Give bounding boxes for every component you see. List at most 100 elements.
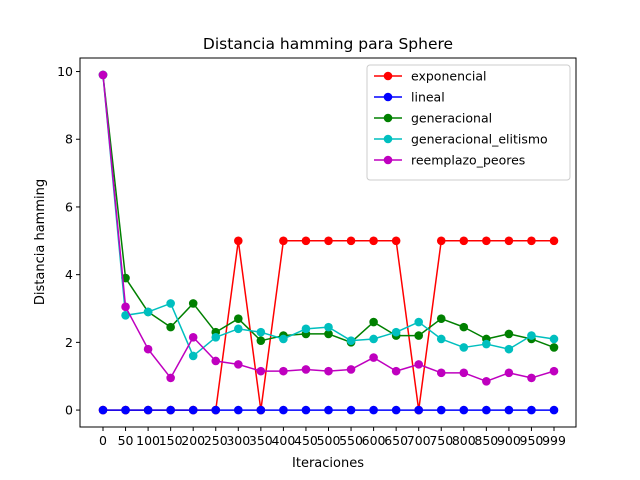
x-tick-label-999: 999	[542, 433, 566, 448]
x-tick-label-700: 700	[407, 433, 431, 448]
data-point-exponencial-650	[391, 236, 401, 246]
data-point-generacional_elitismo-500	[324, 322, 333, 332]
data-point-lineal-900	[504, 405, 514, 415]
data-point-reemplazo_peores-550	[346, 365, 356, 374]
data-point-generacional-200	[188, 299, 198, 308]
x-tick-label-500: 500	[317, 433, 341, 448]
data-point-reemplazo_peores-400	[279, 366, 288, 376]
data-point-exponencial-550	[346, 236, 356, 246]
legend-marker-exponencial	[383, 71, 393, 81]
legend-label-reemplazo_peores: reemplazo_peores	[411, 153, 525, 168]
legend-label-generacional: generacional	[411, 111, 492, 126]
data-point-exponencial-400	[279, 236, 288, 246]
data-point-lineal-250	[211, 405, 221, 415]
x-tick-label-150: 150	[159, 433, 183, 448]
data-point-exponencial-850	[482, 236, 491, 246]
data-point-lineal-300	[234, 405, 243, 415]
legend-marker-generacional	[383, 113, 393, 123]
data-point-reemplazo_peores-100	[143, 344, 153, 354]
legend-label-exponencial: exponencial	[411, 69, 486, 84]
data-point-lineal-700	[414, 405, 424, 415]
data-point-reemplazo_peores-850	[482, 376, 491, 386]
y-tick-label-6: 6	[65, 199, 73, 214]
data-point-lineal-0	[98, 405, 108, 415]
data-point-lineal-450	[301, 405, 311, 415]
data-point-lineal-50	[121, 405, 130, 415]
y-tick-label-0: 0	[65, 403, 73, 418]
data-point-lineal-800	[459, 405, 469, 415]
y-axis-title: Distancia hamming	[33, 179, 48, 305]
data-point-reemplazo_peores-150	[166, 373, 175, 383]
x-tick-label-750: 750	[429, 433, 453, 448]
legend-marker-lineal	[383, 92, 393, 102]
data-point-reemplazo_peores-300	[234, 360, 243, 369]
data-point-generacional_elitismo-300	[234, 324, 243, 334]
x-tick-label-600: 600	[362, 433, 386, 448]
data-point-generacional_elitismo-700	[414, 317, 424, 327]
data-point-generacional_elitismo-550	[346, 336, 356, 345]
x-tick-label-300: 300	[226, 433, 250, 448]
data-point-exponencial-950	[527, 236, 536, 246]
x-axis-title: Iteraciones	[292, 456, 364, 471]
data-point-lineal-400	[279, 405, 288, 415]
data-point-generacional_elitismo-750	[436, 334, 446, 344]
x-tick-label-100: 100	[136, 433, 160, 448]
data-point-reemplazo_peores-900	[504, 368, 514, 378]
data-point-generacional-500	[324, 329, 333, 339]
x-tick-label-900: 900	[497, 433, 521, 448]
data-point-generacional-150	[166, 322, 175, 332]
data-point-lineal-600	[369, 405, 378, 415]
data-point-generacional-350	[256, 336, 266, 345]
x-tick-label-50: 50	[118, 433, 134, 448]
x-tick-label-550: 550	[339, 433, 363, 448]
data-point-generacional-600	[369, 317, 378, 327]
data-point-reemplazo_peores-200	[188, 332, 198, 342]
data-point-generacional_elitismo-950	[527, 331, 536, 340]
data-point-reemplazo_peores-50	[121, 302, 130, 312]
legend-box	[366, 64, 571, 181]
data-point-reemplazo_peores-500	[324, 366, 333, 376]
legend-label-lineal: lineal	[411, 90, 445, 105]
data-point-exponencial-600	[369, 236, 378, 246]
x-tick-label-850: 850	[474, 433, 498, 448]
data-point-exponencial-800	[459, 236, 469, 246]
x-tick-label-0: 0	[99, 433, 107, 448]
data-point-reemplazo_peores-350	[256, 366, 266, 376]
data-point-generacional-700	[414, 331, 424, 340]
data-point-lineal-200	[188, 405, 198, 415]
data-point-generacional_elitismo-999	[549, 334, 559, 344]
data-point-lineal-750	[436, 405, 446, 415]
data-point-generacional_elitismo-800	[459, 343, 469, 352]
x-tick-label-400: 400	[271, 433, 295, 448]
data-point-generacional_elitismo-150	[166, 299, 175, 308]
data-point-lineal-850	[482, 405, 491, 415]
x-tick-label-200: 200	[181, 433, 205, 448]
data-point-reemplazo_peores-650	[391, 366, 401, 376]
y-tick-label-10: 10	[57, 64, 73, 79]
data-point-generacional-999	[549, 343, 559, 352]
x-tick-label-800: 800	[452, 433, 476, 448]
data-point-exponencial-900	[504, 236, 514, 246]
data-point-lineal-350	[256, 405, 266, 415]
data-point-reemplazo_peores-700	[414, 360, 424, 369]
x-tick-label-450: 450	[294, 433, 318, 448]
data-point-reemplazo_peores-800	[459, 368, 469, 378]
data-point-reemplazo_peores-600	[369, 353, 378, 362]
data-point-reemplazo_peores-750	[436, 368, 446, 378]
data-point-exponencial-300	[234, 236, 243, 246]
data-point-lineal-100	[143, 405, 153, 415]
x-tick-label-250: 250	[204, 433, 228, 448]
data-point-generacional_elitismo-900	[504, 344, 514, 354]
data-point-generacional_elitismo-850	[482, 339, 491, 349]
data-point-generacional_elitismo-200	[188, 351, 198, 361]
data-point-reemplazo_peores-250	[211, 356, 221, 366]
data-point-lineal-500	[324, 405, 333, 415]
y-tick-label-4: 4	[65, 267, 73, 282]
data-point-generacional_elitismo-250	[211, 332, 221, 342]
data-point-reemplazo_peores-950	[527, 373, 536, 383]
data-point-lineal-650	[391, 405, 401, 415]
data-point-reemplazo_peores-0	[98, 70, 108, 80]
